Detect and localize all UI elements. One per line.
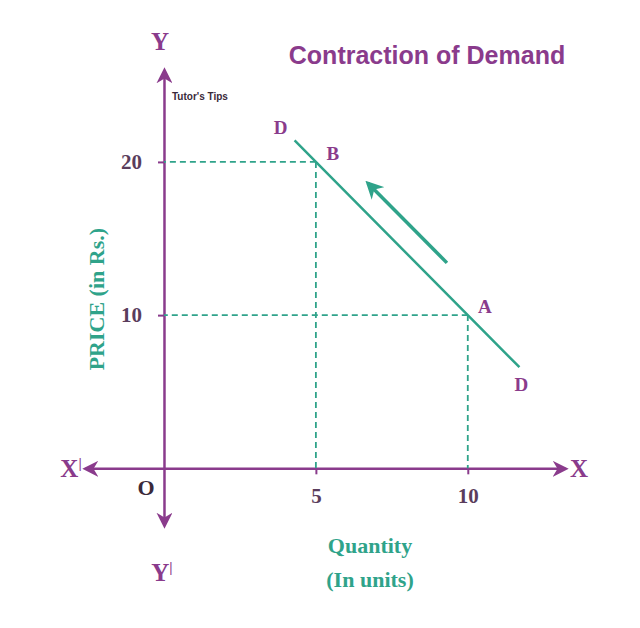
x-tick-mark (315, 468, 317, 474)
plot-area (164, 140, 519, 468)
y-axis: 10 20 (121, 71, 165, 526)
x-tick-mark (467, 468, 469, 474)
origin-label: O (137, 475, 154, 500)
guide-line (164, 161, 316, 163)
y-tick: 10 (121, 303, 164, 327)
axis-name: X| (60, 455, 81, 482)
x-tick: 10 (458, 468, 479, 508)
x-axis: 5 10 (86, 468, 566, 508)
y-tick-mark (158, 161, 164, 163)
axis-name: Y (151, 28, 169, 55)
y-tick-mark (158, 315, 164, 317)
logo: Tutor's Tips (172, 91, 228, 102)
y-axis-title: PRICE (in Rs.) (84, 228, 109, 370)
x-axis-line (86, 468, 566, 471)
y-tick: 20 (121, 150, 164, 174)
demand-curve (295, 140, 520, 367)
guide-line (164, 314, 468, 316)
point-label: B (327, 143, 340, 164)
point-label: D (515, 374, 529, 395)
axis-name: X (570, 455, 588, 482)
chart: Contraction of Demand Tutor's Tips 5 10 10 20… (0, 0, 640, 628)
x-axis-title: Quantity (328, 533, 412, 558)
point-label: A (478, 296, 492, 317)
x-tick-label: 10 (458, 484, 479, 508)
point-label: D (274, 117, 288, 138)
y-tick-label: 10 (121, 303, 142, 327)
guide-line (467, 315, 469, 468)
y-axis-line (163, 71, 166, 526)
x-axis-title: (In units) (326, 567, 413, 592)
movement-arrow (368, 183, 447, 263)
y-tick-label: 20 (121, 150, 142, 174)
x-tick-label: 5 (311, 484, 322, 508)
x-tick: 5 (311, 468, 322, 508)
axis-name: Y| (151, 559, 172, 586)
title: Contraction of Demand (289, 41, 565, 69)
